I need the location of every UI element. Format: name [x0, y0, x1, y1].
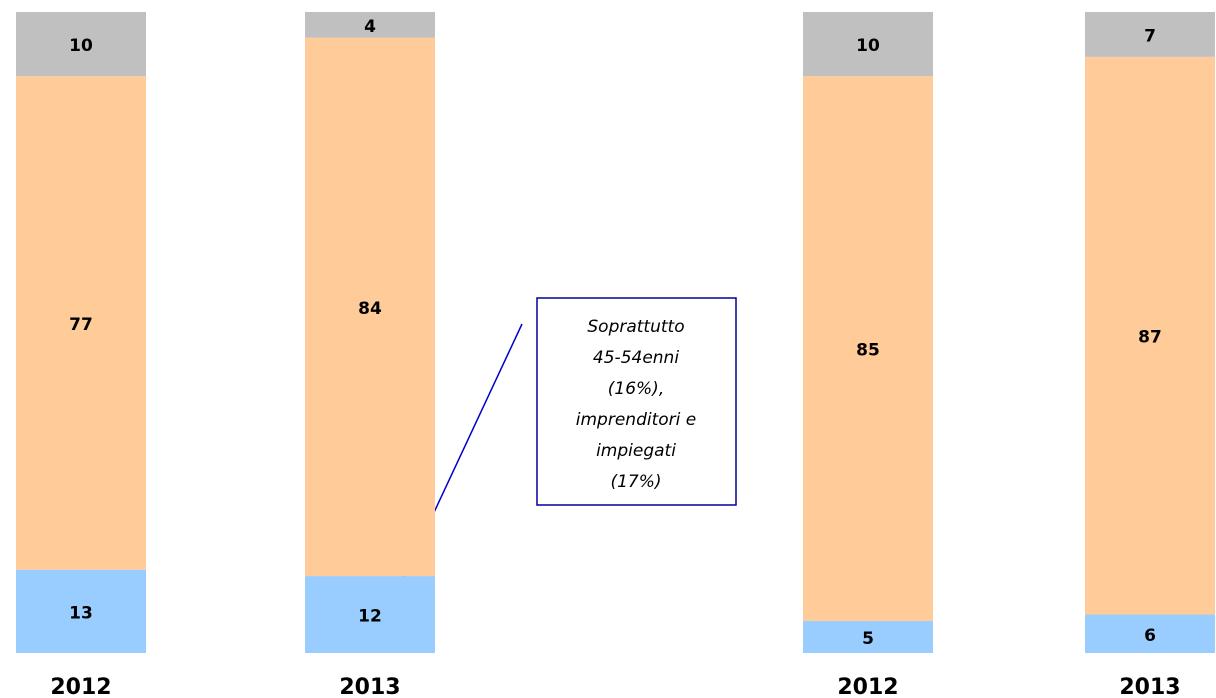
- annotation-box: [536, 297, 737, 506]
- data-label: 6: [1144, 626, 1156, 646]
- data-label: 85: [856, 341, 880, 361]
- bar-segment: [305, 576, 435, 653]
- data-label: 4: [364, 17, 376, 37]
- x-tick-label: 2012: [837, 675, 898, 698]
- annotation-text: imprenditori e: [576, 410, 696, 430]
- data-label: 13: [69, 603, 93, 623]
- data-label: 12: [358, 607, 382, 627]
- data-label: 84: [358, 299, 382, 319]
- bar-segment: [305, 37, 435, 577]
- bar-segment: [16, 569, 146, 653]
- bar-segment: [305, 12, 435, 38]
- annotation-text: 45-54enni: [593, 348, 679, 368]
- bar-segment: [803, 12, 933, 77]
- x-tick-label: 2013: [339, 675, 400, 698]
- bar-segment: [803, 76, 933, 621]
- annotation-text: (16%),: [608, 379, 664, 399]
- annotation-text: Soprattutto: [587, 317, 684, 337]
- bar-segment: [16, 76, 146, 570]
- data-label: 10: [69, 36, 93, 56]
- bar-segment: [1085, 56, 1215, 615]
- x-tick-label: 2013: [1119, 675, 1180, 698]
- bar-segment: [1085, 12, 1215, 57]
- data-label: 87: [1138, 328, 1162, 348]
- bar-segment: [16, 12, 146, 77]
- bar-segment: [803, 620, 933, 653]
- data-label: 77: [69, 315, 93, 335]
- annotation-text: impiegati: [596, 441, 676, 461]
- x-tick-label: 2012: [50, 675, 111, 698]
- bar-segment: [1085, 614, 1215, 653]
- data-label: 7: [1144, 26, 1156, 46]
- data-label: 10: [856, 36, 880, 56]
- data-label: 5: [862, 629, 874, 649]
- annotation-text: (17%): [610, 472, 661, 492]
